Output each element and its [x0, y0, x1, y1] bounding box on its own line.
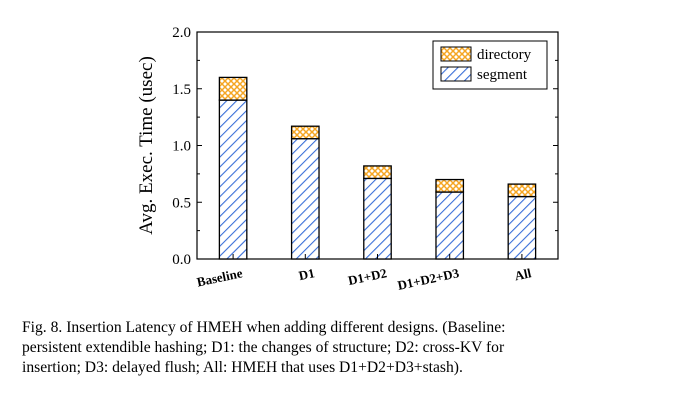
legend-swatch-segment: [440, 66, 472, 82]
legend-swatch-directory: [440, 46, 472, 62]
legend-label-segment: segment: [477, 67, 528, 83]
y-tick-label: 2.0: [172, 25, 191, 41]
caption-line-3: insertion; D3: delayed flush; All: HMEH …: [22, 359, 463, 376]
x-tick-label: D1: [297, 265, 316, 283]
x-tick-label: D1+D2: [347, 265, 388, 288]
stacked-bar-chart: 0.0 0.5 1.0 1.5 2.0 Avg. Exec. Time (usec) Bas…: [136, 25, 559, 293]
bar-segment: [290, 138, 320, 260]
x-tick-label: Baseline: [195, 265, 244, 289]
y-tick-label: 0.0: [172, 252, 191, 268]
y-axis-label: Avg. Exec. Time (usec): [136, 56, 157, 235]
bar-segment: [435, 191, 465, 260]
caption-line-1: Fig. 8. Insertion Latency of HMEH when a…: [22, 319, 506, 336]
bar-segment: [363, 177, 392, 260]
y-tick-label: 0.5: [172, 195, 191, 211]
bar-directory: [290, 125, 320, 140]
x-tick-label: All: [513, 265, 533, 283]
bar-directory: [218, 76, 248, 101]
x-tick-label: D1+D2+D3: [396, 265, 461, 293]
bar-directory: [507, 183, 537, 198]
figure-caption: Fig. 8. Insertion Latency of HMEH when a…: [22, 318, 662, 378]
y-tick-label: 1.0: [172, 139, 191, 155]
y-tick-label: 1.5: [172, 82, 191, 98]
bar-directory: [435, 178, 465, 193]
bar-directory: [363, 165, 392, 180]
bar-segment: [218, 99, 248, 260]
legend-label-directory: directory: [477, 47, 532, 63]
bar-segment: [507, 195, 537, 260]
caption-line-2: persistent extendible hashing; D1: the c…: [22, 339, 505, 356]
